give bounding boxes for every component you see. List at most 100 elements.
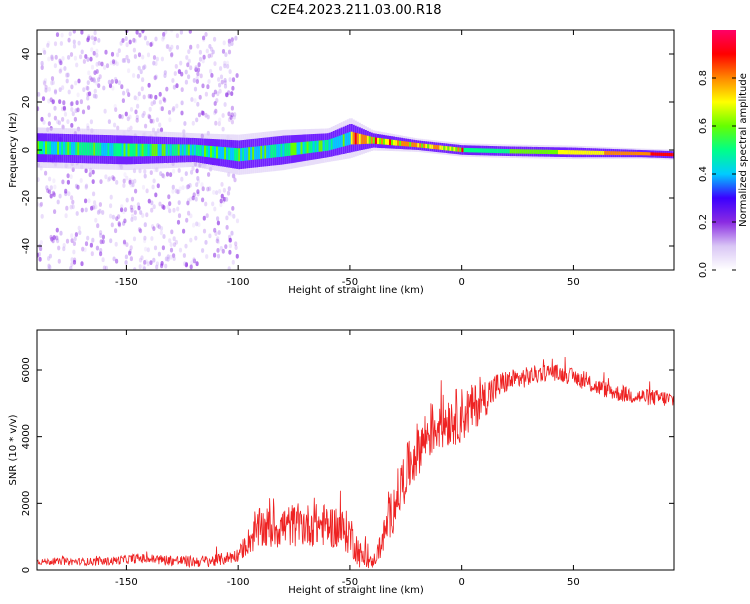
heatmap-speck (223, 102, 227, 107)
heatmap-speck (96, 210, 101, 215)
heatmap-cell (356, 133, 359, 145)
heatmap-cell (515, 149, 518, 154)
spectrogram-ylabel: Frequency (Hz) (8, 112, 19, 188)
heatmap-cell (576, 150, 579, 155)
heatmap-speck (193, 98, 197, 103)
heatmap-speck (198, 49, 202, 55)
heatmap-speck (150, 200, 154, 206)
heatmap-speck (170, 44, 174, 50)
heatmap-cell (550, 149, 552, 155)
heatmap-speck (205, 48, 209, 54)
heatmap-speck (171, 184, 175, 190)
heatmap-speck (125, 42, 129, 48)
heatmap-cell (433, 144, 436, 150)
x-tick-label: 0 (458, 577, 464, 588)
heatmap-cell (568, 150, 571, 155)
heatmap-cell (487, 148, 490, 153)
heatmap-speck (70, 233, 74, 239)
heatmap-speck (216, 91, 220, 97)
heatmap-cell (214, 146, 216, 159)
heatmap-cell (507, 149, 510, 154)
heatmap-cell (272, 144, 275, 158)
heatmap-cell (258, 146, 261, 160)
heatmap-cell (248, 147, 251, 161)
heatmap-speck (93, 205, 97, 210)
heatmap-cell (105, 143, 108, 156)
heatmap-speck (196, 178, 201, 184)
heatmap-speck (79, 54, 83, 60)
spectrogram-xlabel: Height of straight line (km) (288, 285, 424, 296)
heatmap-cell (640, 152, 643, 156)
heatmap-cell (220, 146, 223, 159)
heatmap-speck (54, 54, 58, 60)
heatmap-speck (161, 173, 165, 179)
heatmap-speck (114, 107, 118, 112)
heatmap-speck (170, 52, 174, 57)
heatmap-speck (204, 91, 208, 97)
heatmap-cell (379, 138, 381, 145)
heatmap-speck (85, 85, 89, 91)
heatmap-cell (129, 143, 132, 157)
heatmap-cell (304, 141, 307, 154)
heatmap-speck (75, 100, 79, 106)
heatmap-speck (190, 260, 194, 266)
heatmap-speck (70, 123, 74, 128)
heatmap-cell (155, 144, 158, 156)
heatmap-cell (423, 143, 426, 148)
heatmap-speck (47, 86, 51, 92)
heatmap-speck (135, 30, 139, 35)
heatmap-speck (154, 74, 158, 80)
heatmap-speck (232, 114, 236, 120)
heatmap-speck (61, 179, 65, 185)
heatmap-speck (55, 235, 59, 241)
heatmap-cell (298, 142, 301, 155)
heatmap-speck (72, 30, 76, 34)
heatmap-speck (192, 192, 196, 198)
heatmap-speck (140, 255, 144, 261)
heatmap-speck (64, 213, 68, 219)
heatmap-speck (175, 83, 179, 89)
heatmap-speck (177, 168, 181, 173)
heatmap-speck (231, 85, 235, 91)
heatmap-speck (42, 120, 46, 125)
heatmap-speck (213, 227, 217, 233)
heatmap-speck (216, 236, 220, 242)
heatmap-cell (189, 144, 192, 156)
heatmap-speck (96, 223, 100, 229)
heatmap-speck (72, 249, 76, 255)
heatmap-speck (211, 92, 215, 98)
heatmap-cell (173, 144, 176, 156)
heatmap-cell (284, 143, 287, 157)
heatmap-cell (103, 142, 106, 156)
heatmap-speck (90, 64, 95, 70)
heatmap-speck (86, 123, 90, 128)
heatmap-speck (213, 61, 217, 66)
heatmap-speck (223, 60, 227, 66)
heatmap-speck (213, 206, 217, 212)
heatmap-speck (104, 265, 108, 270)
heatmap-speck (195, 75, 199, 81)
heatmap-cell (642, 152, 645, 156)
heatmap-speck (109, 238, 113, 244)
heatmap-speck (48, 189, 52, 195)
heatmap-cell (654, 152, 657, 156)
heatmap-speck (189, 264, 193, 270)
y-tick-label: 4000 (21, 424, 32, 449)
heatmap-cell (49, 141, 52, 155)
heatmap-speck (162, 96, 166, 102)
heatmap-speck (147, 113, 151, 119)
heatmap-speck (47, 56, 51, 62)
heatmap-speck (84, 207, 88, 213)
heatmap-speck (228, 237, 232, 243)
heatmap-speck (53, 63, 58, 69)
heatmap-cell (77, 142, 80, 156)
heatmap-speck (167, 110, 172, 115)
heatmap-cell (37, 141, 39, 155)
heatmap-speck (127, 68, 131, 74)
heatmap-speck (151, 118, 155, 124)
heatmap-cell (612, 151, 615, 155)
heatmap-speck (133, 267, 137, 270)
heatmap-speck (214, 120, 218, 126)
heatmap-cell (427, 144, 430, 149)
x-tick-label: 0 (458, 277, 464, 288)
